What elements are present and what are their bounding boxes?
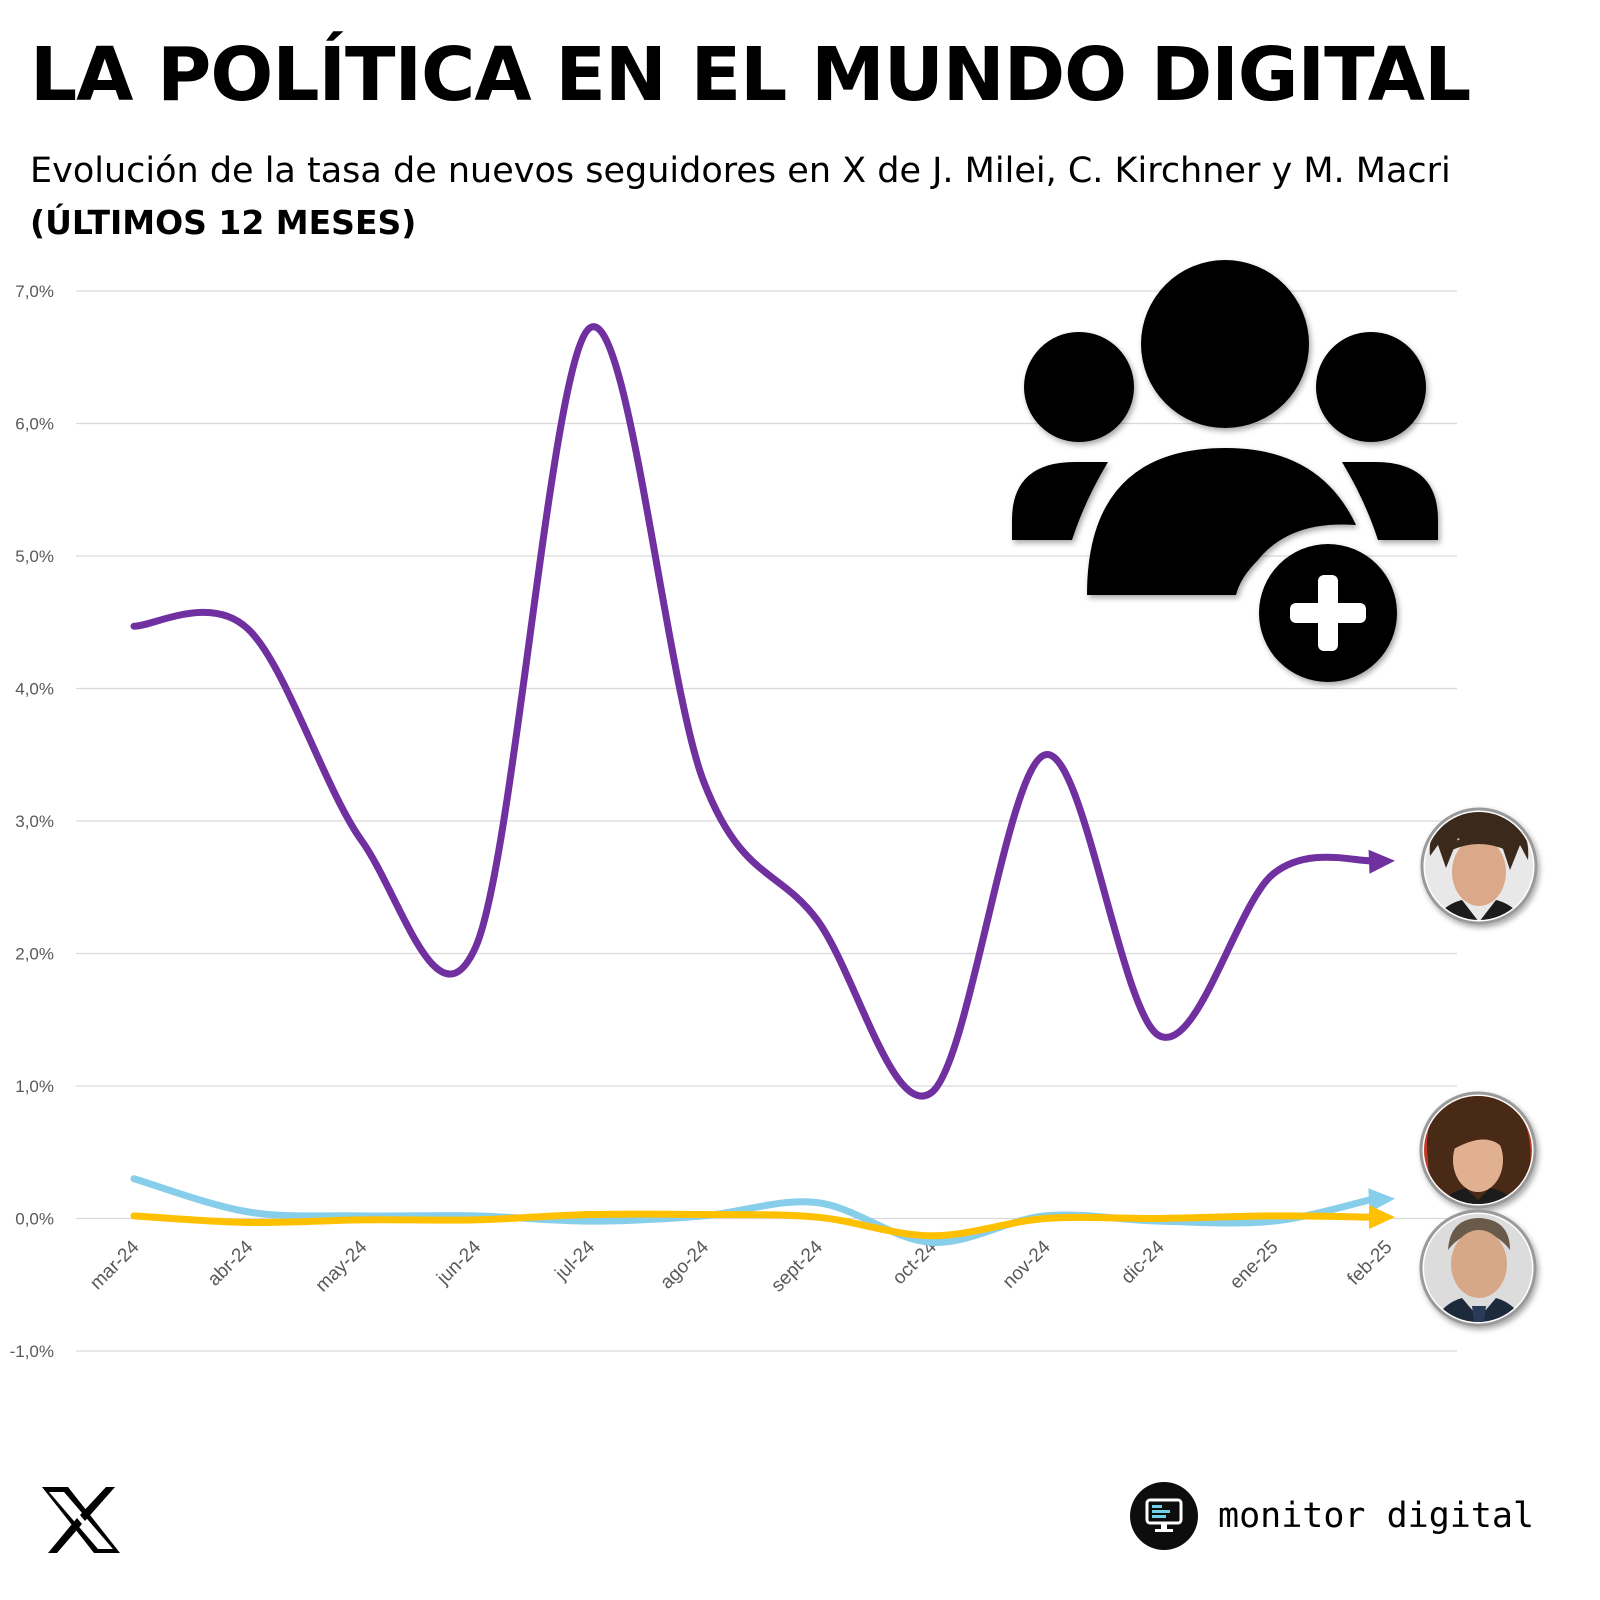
page-subtitle: Evolución de la tasa de nuevos seguidore… bbox=[30, 151, 1451, 191]
y-tick-label: 7,0% bbox=[15, 282, 54, 301]
x-tick-label: ene-25 bbox=[1226, 1237, 1283, 1294]
series-lines bbox=[130, 323, 1395, 1246]
y-tick-label: 5,0% bbox=[15, 547, 54, 566]
x-tick-label: jul-24 bbox=[551, 1236, 600, 1285]
x-tick-label: nov-24 bbox=[999, 1236, 1055, 1292]
series-line-2 bbox=[130, 1210, 1379, 1240]
brand-name: monitor digital bbox=[1218, 1496, 1535, 1536]
y-tick-label: 3,0% bbox=[15, 812, 54, 831]
x-tick-label: may-24 bbox=[312, 1236, 372, 1296]
series-arrow-2 bbox=[1368, 1205, 1395, 1230]
x-logo bbox=[42, 1487, 120, 1553]
series-line-0 bbox=[130, 323, 1379, 1100]
y-tick-label: 6,0% bbox=[15, 415, 54, 434]
x-tick-label: jun-24 bbox=[432, 1236, 485, 1289]
x-tick-label: dic-24 bbox=[1117, 1236, 1169, 1288]
y-tick-label: 4,0% bbox=[15, 680, 54, 699]
brand: monitor digital bbox=[1130, 1482, 1534, 1550]
y-tick-label: 0,0% bbox=[15, 1210, 54, 1229]
x-tick-label: sept-24 bbox=[767, 1236, 827, 1296]
monitor-icon bbox=[1130, 1482, 1198, 1550]
x-tick-label: feb-25 bbox=[1344, 1237, 1397, 1290]
y-tick-label: -1,0% bbox=[10, 1342, 54, 1361]
series-arrow-1 bbox=[1368, 1188, 1395, 1213]
x-tick-label: mar-24 bbox=[86, 1236, 144, 1294]
portrait-macri bbox=[1419, 1209, 1537, 1327]
portrait-kirchner bbox=[1419, 1091, 1537, 1209]
x-tick-label: ago-24 bbox=[656, 1236, 713, 1293]
x-axis-ticks: mar-24 abr-24 may-24 jun-24 jul-24 ago-24 sept… bbox=[86, 1236, 1396, 1296]
y-tick-label: 2,0% bbox=[15, 945, 54, 964]
period-label: (ÚLTIMOS 12 MESES) bbox=[30, 203, 417, 242]
series-line-1 bbox=[130, 1175, 1379, 1246]
users-add-icon bbox=[1012, 260, 1438, 682]
y-tick-label: 1,0% bbox=[15, 1077, 54, 1096]
y-axis-ticks: 7,0% 6,0% 5,0% 4,0% 3,0% 2,0% 1,0% 0,0% -1,0% bbox=[10, 282, 54, 1361]
series-arrow-0 bbox=[1368, 849, 1395, 874]
page-title: LA POLÍTICA EN EL MUNDO DIGITAL bbox=[30, 32, 1471, 118]
x-tick-label: abr-24 bbox=[204, 1236, 258, 1290]
portrait-milei bbox=[1420, 807, 1538, 925]
